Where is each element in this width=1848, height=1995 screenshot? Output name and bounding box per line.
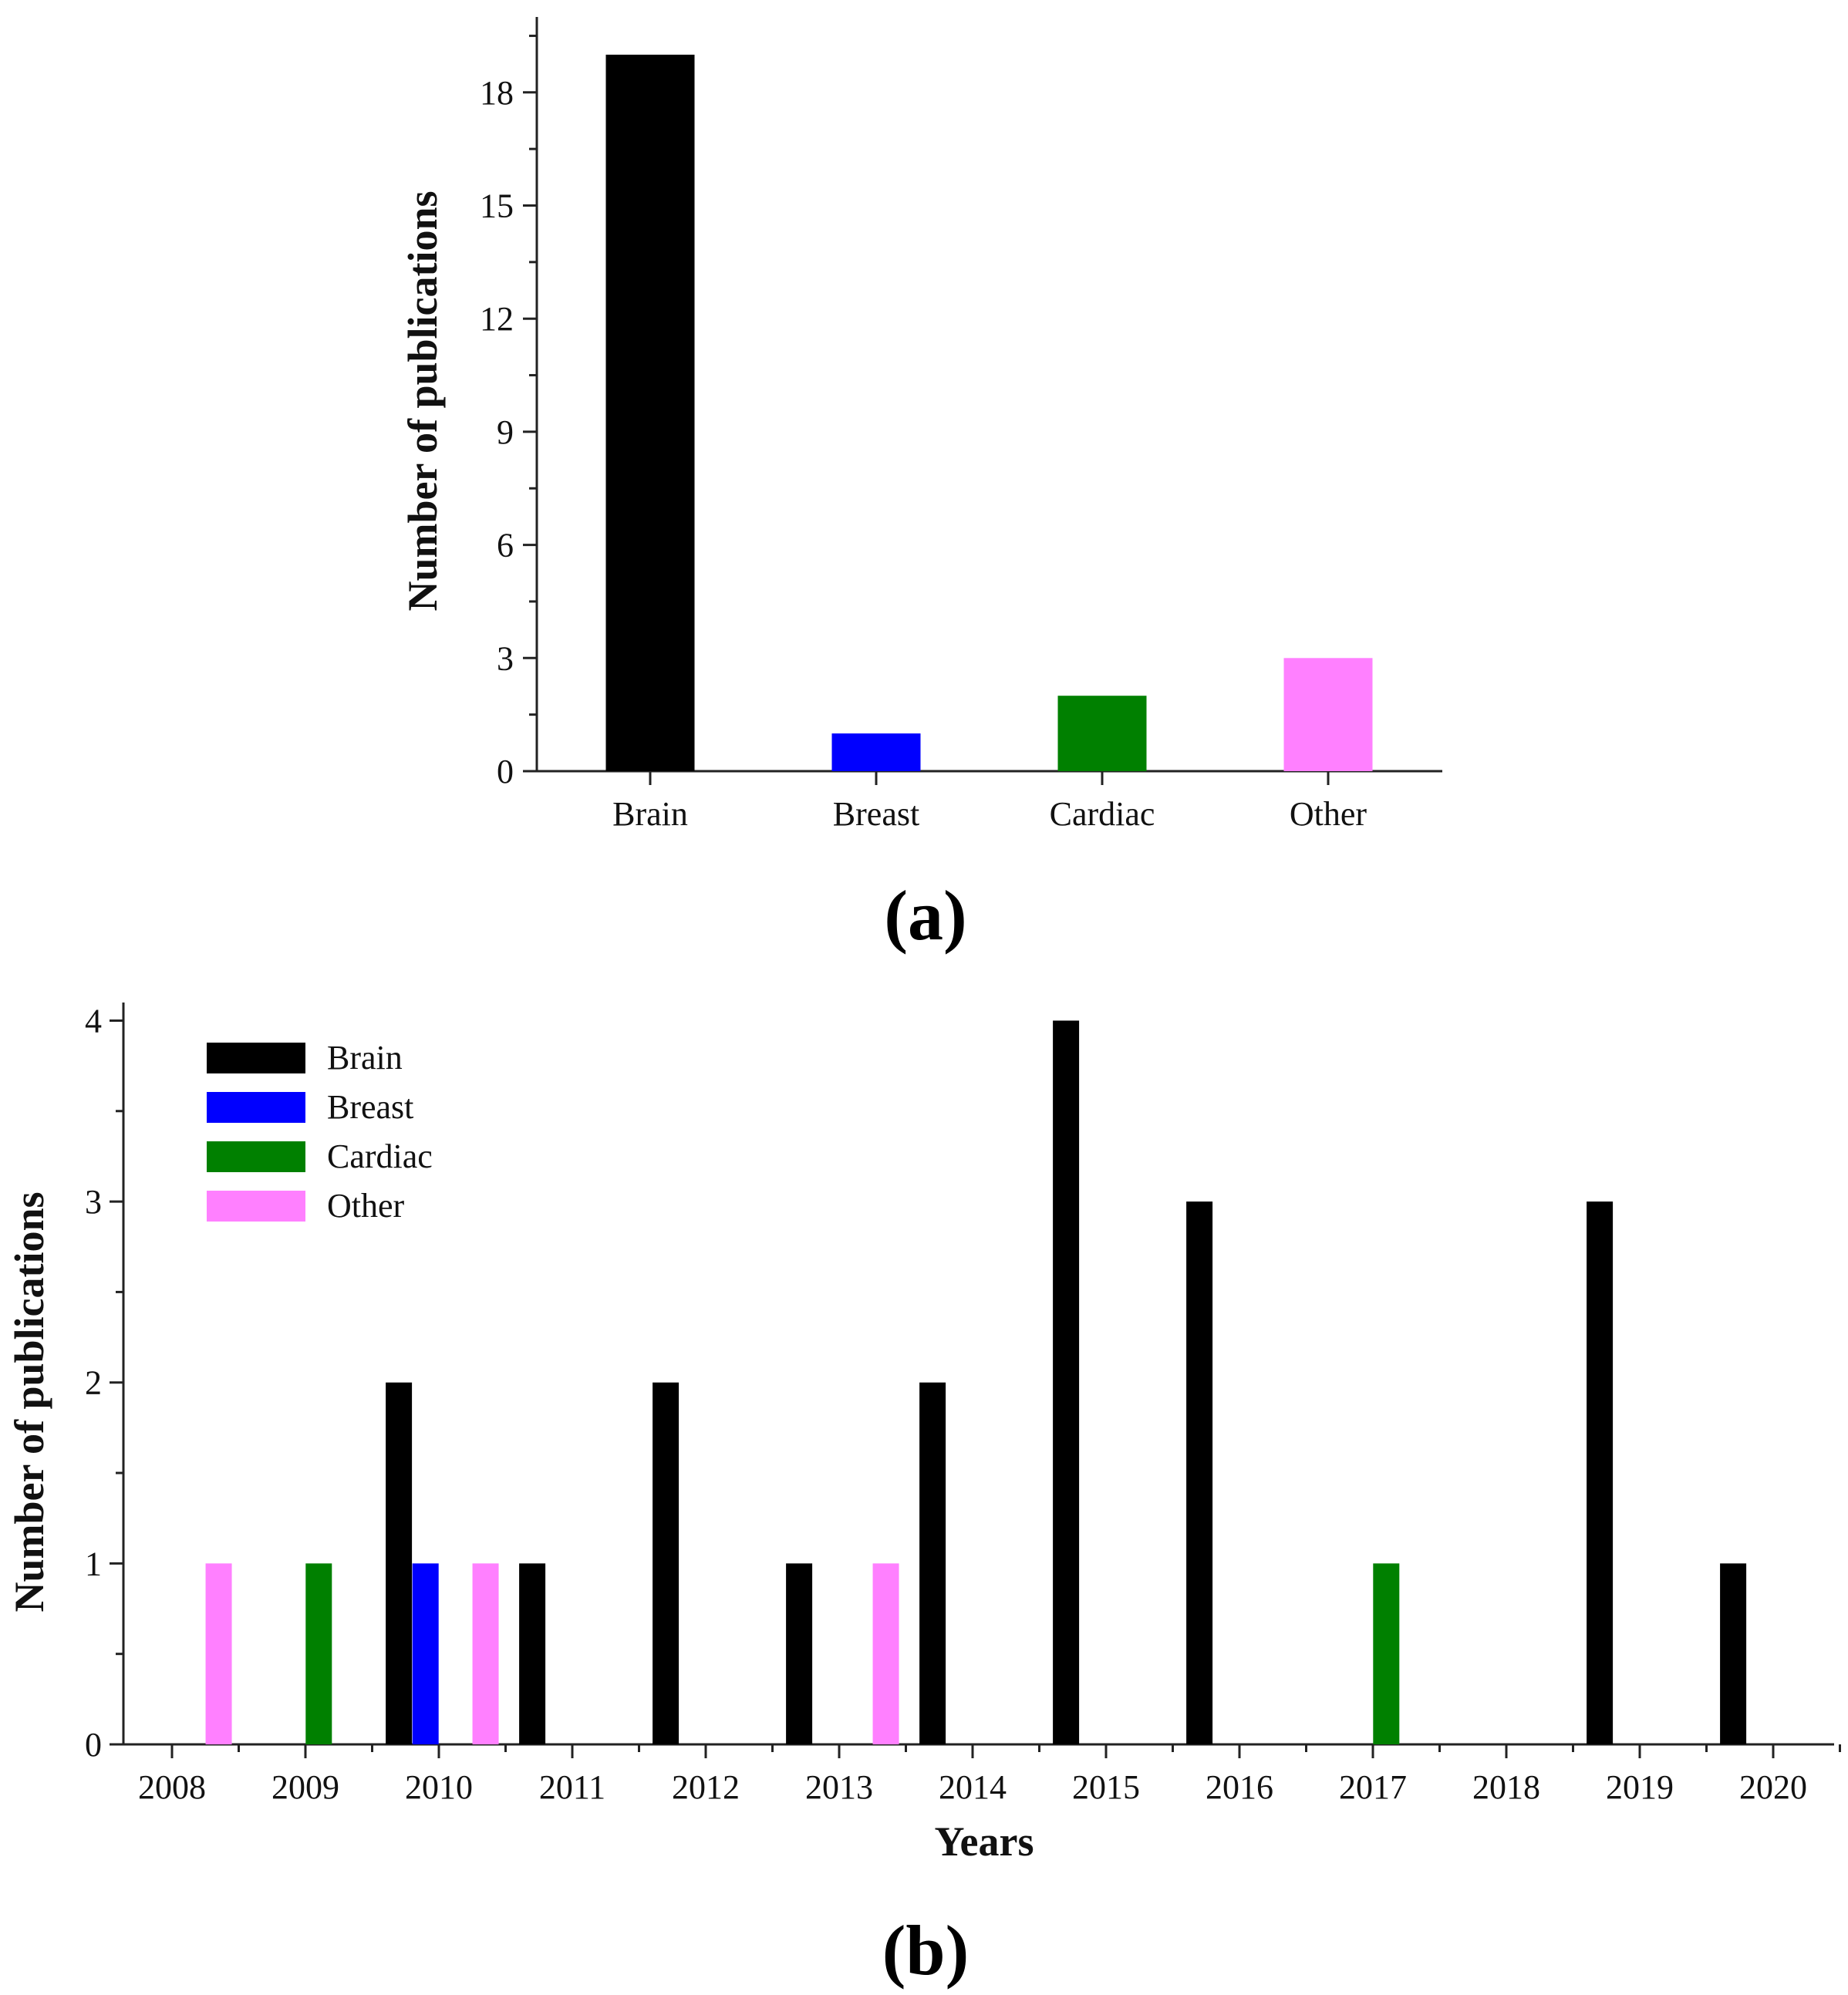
panel-b-bar-other (205, 1563, 232, 1744)
panel-a-y-axis-title: Number of publications (400, 190, 446, 611)
panel-b-x-tick-label: 2011 (539, 1768, 605, 1806)
panel-b-x-tick-label: 2010 (405, 1768, 473, 1806)
panel-b-label: (b) (882, 1911, 969, 1990)
panel-b-y-tick-label: 1 (85, 1545, 102, 1582)
legend-label-brain: Brain (327, 1039, 403, 1077)
panel-a-y-tick-label: 12 (480, 300, 514, 338)
panel-b-x-tick-label: 2020 (1739, 1768, 1807, 1806)
panel-b-x-tick-label: 2014 (939, 1768, 1007, 1806)
panel-a-x-tick-label: Cardiac (1050, 795, 1155, 833)
panel-b-y-tick-label: 0 (85, 1726, 102, 1764)
panel-b-bar-brain (919, 1382, 946, 1744)
panel-a-y-tick-label: 0 (497, 753, 514, 790)
panel-a-bar-other (1283, 658, 1373, 771)
panel-a-bar-cardiac (1057, 696, 1147, 771)
panel-b-y-axis-title: Number of publications (6, 1191, 52, 1612)
panel-b-x-tick-label: 2009 (271, 1768, 339, 1806)
legend-label-other: Other (327, 1187, 405, 1225)
panel-a-bar-brain (605, 54, 695, 771)
panel-b-bar-cardiac (1373, 1563, 1400, 1744)
panel-b-legend: Brain Breast Cardiac Other (207, 1039, 433, 1225)
panel-b-bar-brain (1720, 1563, 1747, 1744)
legend-swatch-cardiac (207, 1141, 305, 1172)
panel-a-x-tick-label: Brain (612, 795, 688, 833)
panel-a-chart: 0 3 6 9 12 15 18 Brain Breast Cardiac Other Numbe… (400, 17, 1442, 955)
panel-b-bar-breast (412, 1563, 439, 1744)
panel-b-bar-other (472, 1563, 499, 1744)
panel-b-x-tick-label: 2018 (1472, 1768, 1540, 1806)
panel-b-bar-brain (1186, 1201, 1213, 1744)
panel-b-x-tick-label: 2016 (1206, 1768, 1273, 1806)
legend-label-breast: Breast (327, 1088, 413, 1126)
panel-b-chart: 0 1 2 3 4 2008 2009 2010 2011 2012 2013 2014 2015 20… (6, 1002, 1841, 1990)
panel-b-y-tick-label: 2 (85, 1364, 102, 1402)
panel-b-x-tick-label: 2008 (138, 1768, 206, 1806)
panel-a-bar-breast (831, 733, 921, 771)
panel-b-bar-brain (519, 1563, 546, 1744)
legend-swatch-breast (207, 1092, 305, 1123)
panel-b-x-tick-label: 2019 (1606, 1768, 1674, 1806)
panel-b-x-tick-label: 2017 (1339, 1768, 1407, 1806)
panel-a-label: (a) (884, 876, 966, 955)
legend-swatch-other (207, 1191, 305, 1222)
panel-b-y-tick-label: 4 (85, 1002, 102, 1040)
panel-b-x-tick-label: 2015 (1072, 1768, 1140, 1806)
panel-b-x-tick-label: 2012 (672, 1768, 740, 1806)
panel-a-y-tick-label: 18 (480, 74, 514, 112)
panel-b-bar-brain (1053, 1020, 1080, 1744)
panel-b-bar-brain (386, 1382, 413, 1744)
legend-swatch-brain (207, 1043, 305, 1073)
legend-label-cardiac: Cardiac (327, 1137, 433, 1175)
panel-b-y-tick-label: 3 (85, 1183, 102, 1221)
panel-a-y-tick-label: 3 (497, 639, 514, 677)
panel-a-y-tick-label: 15 (480, 187, 514, 225)
panel-a-y-tick-label: 6 (497, 527, 514, 564)
panel-b-x-tick-label: 2013 (805, 1768, 873, 1806)
panel-a-x-tick-label: Breast (833, 795, 919, 833)
panel-b-bar-cardiac (305, 1563, 332, 1744)
panel-b-bar-brain (1587, 1201, 1614, 1744)
panel-a-x-tick-label: Other (1290, 795, 1367, 833)
panel-b-bar-brain (786, 1563, 813, 1744)
panel-b-x-axis-title: Years (935, 1818, 1034, 1865)
panel-b-bar-brain (653, 1382, 680, 1744)
panel-a-y-tick-label: 9 (497, 413, 514, 451)
panel-b-bar-other (872, 1563, 899, 1744)
